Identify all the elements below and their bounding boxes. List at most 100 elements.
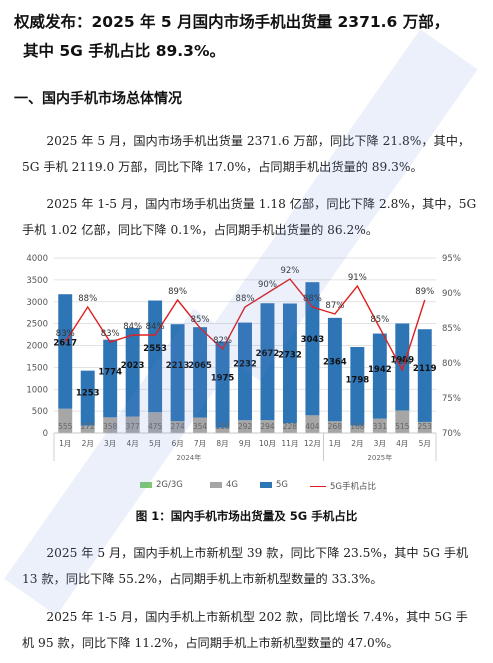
x-tick-label: 5月	[149, 439, 161, 448]
bar-5g	[125, 328, 140, 417]
x-tick-label: 8月	[216, 439, 228, 448]
x-tick-label: 3月	[104, 439, 116, 448]
bar-4g-label: 292	[238, 422, 253, 431]
bar-4g-label: 555	[58, 422, 73, 431]
ratio-label: 84%	[123, 322, 142, 332]
legend-label: 2G/3G	[156, 480, 183, 490]
bar-4g	[103, 417, 118, 433]
ratio-label: 88%	[236, 294, 255, 304]
ratio-label: 79%	[393, 357, 412, 367]
bar-5g-label: 2119	[413, 364, 437, 374]
x-tick-label: 6月	[171, 439, 183, 448]
bar-5g-label: 1798	[346, 375, 370, 385]
y2-tick-label: 95%	[442, 254, 461, 264]
y2-tick-label: 75%	[442, 394, 461, 404]
bar-5g	[305, 282, 320, 416]
bar-5g	[80, 370, 95, 426]
bar-5g	[193, 327, 208, 418]
bar-5g-label: 1989	[390, 356, 414, 366]
bar-4g-label: 358	[103, 422, 118, 431]
y-tick-label: 2500	[26, 320, 48, 330]
bar-4g-label: 354	[193, 422, 208, 431]
x-tick-label: 4月	[127, 439, 139, 448]
bar-4g	[305, 415, 320, 433]
bar-4g	[395, 410, 410, 433]
bar-5g-label: 2553	[143, 344, 167, 354]
bar-4g-label: 274	[170, 422, 185, 431]
bar-5g	[327, 317, 342, 422]
legend-item: 5G	[260, 480, 288, 490]
bar-4g	[372, 418, 387, 433]
bar-4g	[193, 417, 208, 433]
bar-5g-label: 2617	[53, 339, 77, 349]
bar-4g	[260, 420, 275, 433]
bar-5g-label: 3043	[301, 335, 325, 345]
legend-item: 5G手机占比	[310, 480, 376, 492]
x-tick-label: 1月	[329, 439, 341, 448]
bar-5g	[215, 341, 230, 428]
bar-4g-label: 253	[418, 422, 433, 431]
x-tick-label: 4月	[396, 439, 408, 448]
bar-5g	[170, 324, 185, 422]
bar-5g-label: 1253	[76, 388, 100, 398]
ratio-label: 85%	[370, 315, 389, 325]
x-tick-label: 7月	[194, 439, 206, 448]
legend-label: 5G	[276, 480, 288, 490]
bar-4g-label: 118	[215, 422, 230, 431]
bar-4g-label: 515	[395, 422, 410, 431]
y2-tick-label: 85%	[442, 324, 461, 334]
bar-4g-label: 377	[125, 422, 140, 431]
bar-4g	[80, 425, 95, 433]
ratio-label: 91%	[348, 273, 367, 283]
section-heading: 一、国内手机市场总体情况	[14, 91, 182, 107]
ratio-label: 89%	[168, 287, 187, 297]
bar-4g-label: 228	[283, 422, 298, 431]
x-tick-label: 10月	[259, 439, 276, 448]
y-tick-label: 1500	[26, 363, 48, 373]
paragraph-4: 2025 年 1-5 月，国内手机上市新机型 202 款，同比增长 7.4%，其…	[22, 610, 468, 650]
bar-5g	[238, 322, 252, 421]
legend-swatch	[210, 482, 222, 488]
bar-5g-label: 2672	[256, 349, 280, 359]
bar-5g	[350, 346, 365, 426]
ratio-label: 83%	[56, 329, 75, 339]
bar-5g-label: 2213	[166, 361, 190, 371]
bar-4g	[350, 425, 365, 433]
y-tick-label: 3500	[26, 276, 48, 286]
title-line-1: 权威发布：2025 年 5 月国内市场手机出货量 2371.6 万部，	[14, 13, 450, 31]
ratio-label: 84%	[146, 322, 165, 332]
bar-5g	[372, 333, 387, 419]
bar-4g	[417, 421, 432, 433]
bar-5g-label: 1975	[211, 373, 235, 383]
ratio-label: 83%	[101, 329, 120, 339]
bar-4g	[282, 423, 297, 433]
x-tick-label: 12月	[304, 439, 321, 448]
x-tick-label: 5月	[419, 439, 431, 448]
shipment-chart: 0 500 1000 1500 2000 2500 3000 3500 4000 70% 75% 80…	[26, 254, 461, 462]
bar-5g	[417, 329, 432, 422]
ratio-label: 88%	[78, 294, 97, 304]
paragraph-3: 2025 年 5 月，国内手机上市新机型 39 款，同比下降 23.5%，其中 …	[22, 546, 469, 586]
ratio-label: 82%	[213, 336, 232, 346]
chart-legend: 2G/3G 4G 5G 5G手机占比	[60, 478, 460, 494]
bar-4g	[327, 421, 342, 433]
x-tick-label: 11月	[281, 439, 298, 448]
legend-swatch	[140, 482, 152, 488]
ratio-label: 87%	[325, 301, 344, 311]
bar-5g	[282, 303, 297, 424]
y-tick-label: 0	[43, 429, 48, 439]
bar-4g	[58, 408, 73, 433]
bar-4g-label: 168	[350, 422, 365, 431]
legend-swatch	[260, 482, 272, 488]
legend-label: 4G	[226, 480, 238, 490]
year-group-label: 2025年	[367, 453, 392, 462]
bar-4g-label: 268	[328, 422, 343, 431]
y-tick-label: 4000	[26, 254, 48, 264]
bar-5g	[260, 303, 275, 421]
y2-tick-label: 80%	[442, 359, 461, 369]
bar-5g-label: 2023	[121, 361, 145, 371]
x-tick-label: 2月	[82, 439, 94, 448]
bar-4g	[125, 416, 140, 433]
y2-tick-label: 90%	[442, 289, 461, 299]
legend-item: 4G	[210, 480, 238, 490]
